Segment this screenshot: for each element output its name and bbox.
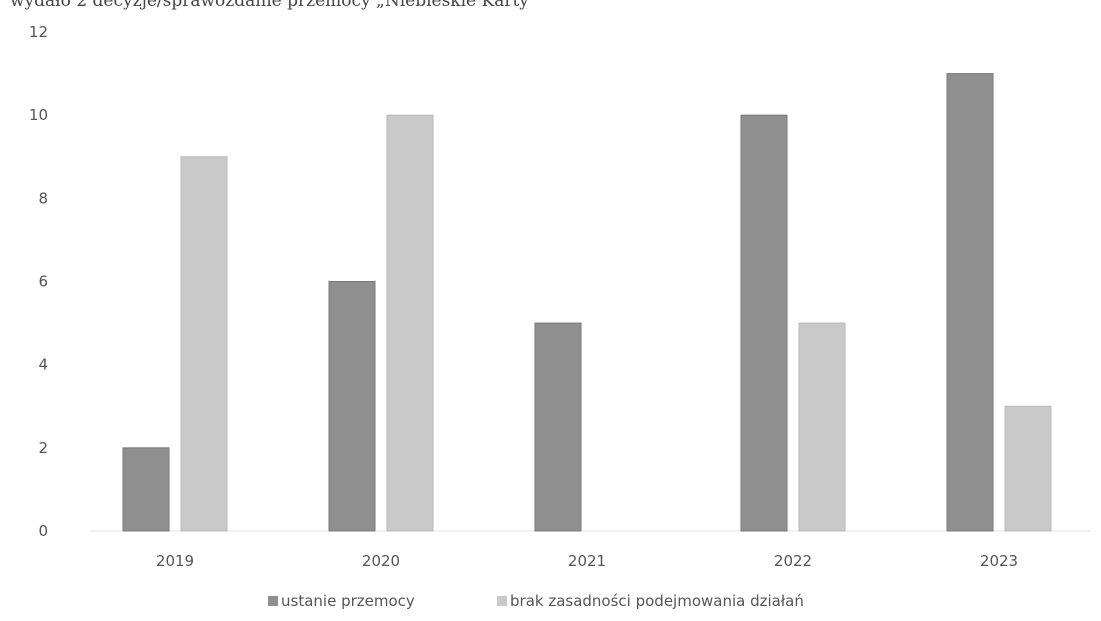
legend-swatch bbox=[497, 596, 507, 606]
bar-brak-zasadnosci-2019 bbox=[180, 156, 228, 532]
y-tick-label: 6 bbox=[38, 273, 48, 291]
bar-brak-zasadnosci-2023 bbox=[1004, 405, 1052, 532]
y-tick-label: 4 bbox=[38, 356, 48, 374]
x-tick-label: 2022 bbox=[774, 552, 812, 570]
x-tick-label: 2019 bbox=[156, 552, 194, 570]
legend: ustanie przemocy brak zasadności podejmow… bbox=[268, 592, 804, 610]
bars bbox=[122, 73, 1052, 532]
legend-label: ustanie przemocy bbox=[281, 592, 415, 610]
y-axis: 0 2 4 6 8 10 12 bbox=[29, 23, 48, 540]
bar-ustanie-przemocy-2023 bbox=[946, 73, 994, 532]
bar-ustanie-przemocy-2019 bbox=[122, 447, 170, 532]
y-tick-label: 8 bbox=[38, 189, 48, 207]
x-tick-label: 2023 bbox=[980, 552, 1018, 570]
y-tick-label: 10 bbox=[29, 106, 48, 124]
x-tick-label: 2020 bbox=[362, 552, 400, 570]
bar-ustanie-przemocy-2020 bbox=[328, 281, 376, 532]
legend-swatch bbox=[268, 596, 278, 606]
x-axis: 2019 2020 2021 2022 2023 bbox=[90, 530, 1090, 570]
bar-brak-zasadnosci-2020 bbox=[386, 114, 434, 532]
bar-ustanie-przemocy-2021 bbox=[534, 322, 582, 532]
bar-ustanie-przemocy-2022 bbox=[740, 114, 788, 532]
y-tick-label: 2 bbox=[38, 439, 48, 457]
legend-label: brak zasadności podejmowania działań bbox=[510, 592, 804, 610]
y-tick-label: 0 bbox=[38, 522, 48, 540]
bar-brak-zasadnosci-2022 bbox=[798, 322, 846, 532]
x-tick-label: 2021 bbox=[568, 552, 606, 570]
y-tick-label: 12 bbox=[29, 23, 48, 41]
header-text: wydało 2 decyzje/sprawozdanie przemocy „… bbox=[10, 0, 529, 11]
